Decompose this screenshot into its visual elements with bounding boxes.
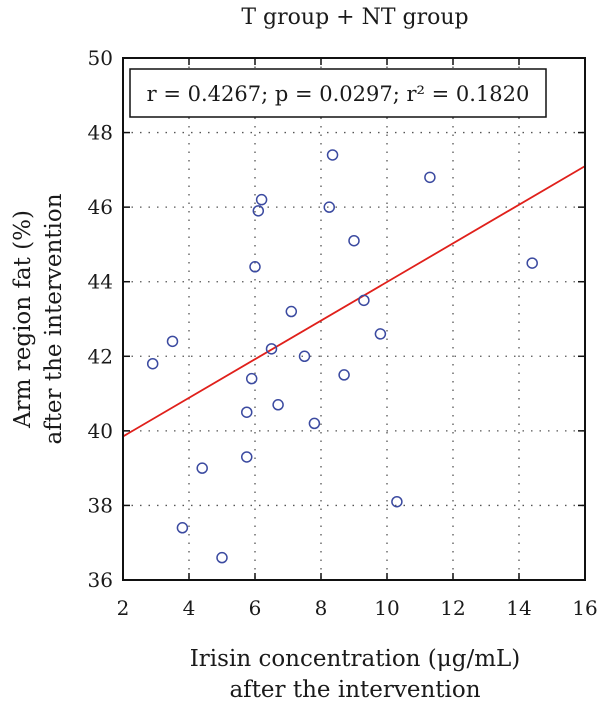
data-point: [424, 171, 436, 184]
stats-label: r = 0.4267; p = 0.0297; r² = 0.1820: [147, 82, 530, 106]
grid-lines: [123, 58, 585, 580]
data-point: [526, 257, 538, 269]
chart-title: T group + NT group: [241, 5, 468, 30]
x-tick-label: 2: [117, 596, 130, 620]
data-point: [166, 335, 179, 348]
data-point: [298, 350, 311, 363]
data-point: [272, 399, 284, 411]
x-tick-labels: 2 4 6 8 10 12 14 16: [117, 58, 598, 620]
data-point: [358, 294, 370, 307]
data-point: [249, 261, 261, 273]
data-point: [216, 551, 228, 564]
y-axis-label: Arm region fat (%): [10, 210, 36, 429]
data-point: [196, 462, 208, 474]
data-point: [241, 406, 253, 418]
y-tick-label: 40: [88, 419, 113, 443]
x-tick-label: 12: [440, 596, 465, 620]
x-tick-label: 4: [183, 596, 196, 620]
data-point: [323, 201, 335, 213]
data-point: [146, 357, 159, 370]
data-point: [285, 305, 298, 318]
data-point: [241, 451, 253, 463]
y-tick-labels: 36 38 40 42 44 46 48 50: [88, 46, 585, 592]
y-tick-label: 48: [88, 121, 113, 145]
x-axis-label-line2: after the intervention: [229, 677, 480, 703]
y-tick-label: 38: [88, 493, 113, 517]
fit-line-group: [122, 165, 586, 438]
plot-frame: [122, 57, 586, 581]
data-point: [391, 495, 403, 508]
data-point: [252, 205, 265, 217]
x-tick-label: 8: [315, 596, 328, 620]
x-axis-label: Irisin concentration (μg/mL): [190, 646, 521, 672]
data-point: [308, 417, 321, 430]
y-tick-label: 36: [88, 568, 113, 592]
y-tick-label: 46: [88, 195, 113, 219]
data-point: [265, 343, 278, 355]
data-point: [255, 193, 268, 206]
x-tick-label: 10: [374, 596, 399, 620]
regression-line: [122, 165, 586, 438]
y-axis-label-line2: after the intervention: [41, 193, 67, 444]
y-tick-label: 42: [88, 344, 113, 368]
x-tick-label: 16: [572, 596, 597, 620]
y-tick-label: 44: [88, 270, 113, 294]
data-point: [176, 522, 189, 534]
data-points: [146, 100, 538, 564]
x-tick-label: 6: [249, 596, 262, 620]
x-tick-label: 14: [506, 596, 531, 620]
data-point: [245, 372, 258, 385]
data-point: [338, 369, 350, 381]
data-point: [326, 149, 339, 161]
y-tick-label: 50: [88, 46, 113, 70]
data-point: [374, 328, 387, 340]
stats-box: [129, 68, 547, 118]
data-point: [348, 234, 360, 247]
